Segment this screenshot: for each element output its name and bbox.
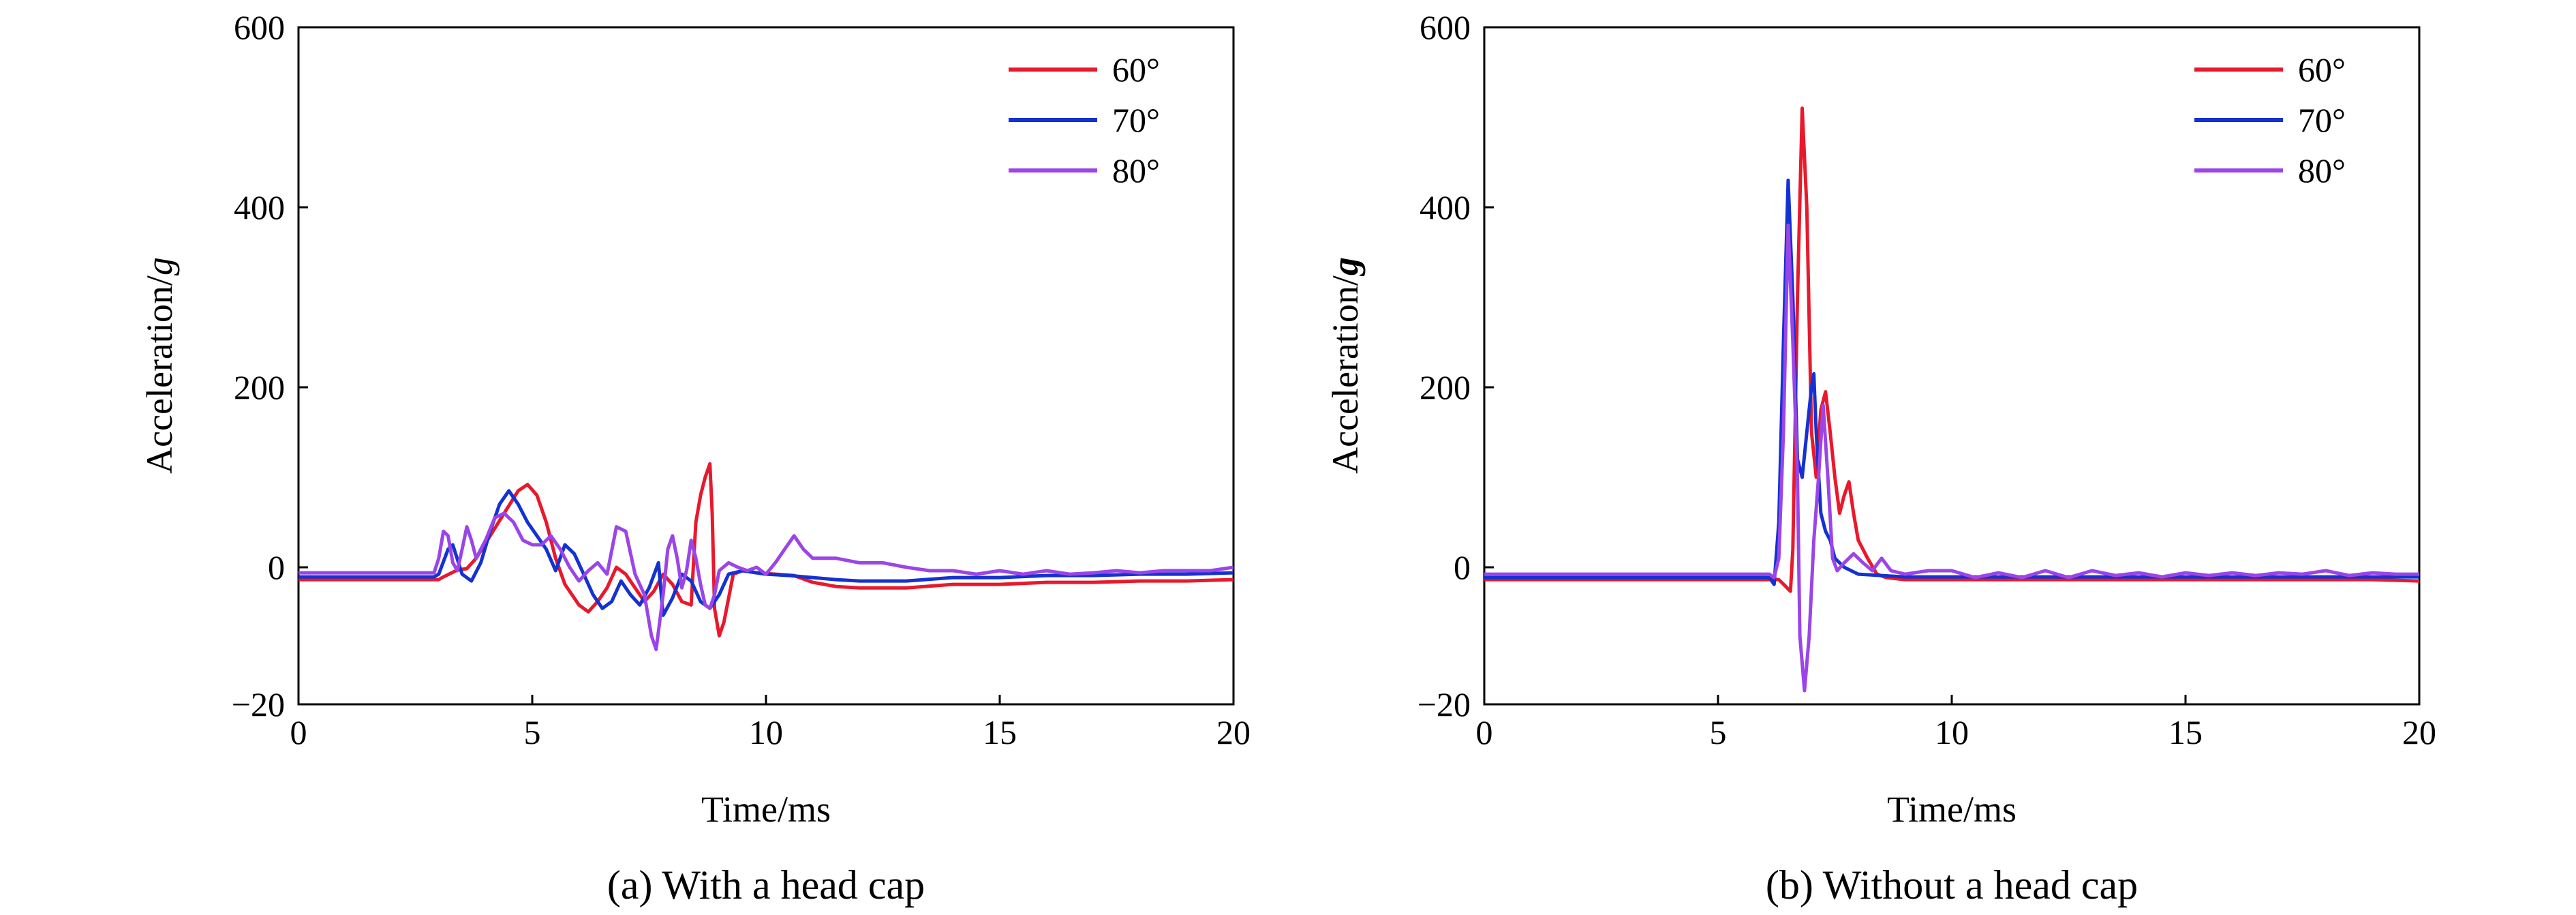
plot-frame — [297, 26, 1235, 706]
x-tick-label: 5 — [524, 713, 541, 751]
series-line — [1484, 178, 2419, 586]
x-tick-label: 0 — [290, 713, 307, 751]
x-axis-label: Time/ms — [701, 789, 831, 830]
series-line — [298, 511, 1234, 652]
y-axis-label: Acceleration/g — [1325, 257, 1366, 474]
legend-label: 70° — [1112, 101, 1160, 139]
y-tick-label: 0 — [1454, 548, 1471, 586]
legend-label: 60° — [2298, 50, 2346, 89]
series-line — [1484, 106, 2420, 593]
x-tick-label: 5 — [1710, 713, 1727, 751]
plot-frame — [1483, 26, 2421, 706]
y-axis-label: Acceleration/g — [139, 257, 180, 474]
legend-label: 80° — [2298, 151, 2346, 190]
y-tick-label: 600 — [234, 8, 285, 46]
y-tick-label: 400 — [234, 188, 285, 226]
panel-caption: (a) With a head cap — [607, 862, 925, 907]
x-axis-ticks: 0 5 10 15 20 — [1476, 695, 2436, 751]
legend: 60° 70° 80° — [1009, 50, 1160, 190]
panel-caption: (b) Without a head cap — [1766, 862, 2138, 907]
series-line — [298, 462, 1234, 638]
x-tick-label: 15 — [983, 713, 1017, 751]
x-tick-label: 10 — [1935, 713, 1969, 751]
legend-label: 60° — [1112, 50, 1160, 89]
y-tick-label: 600 — [1420, 8, 1471, 46]
y-tick-label: −20 — [1417, 685, 1471, 723]
x-tick-label: 20 — [2402, 713, 2436, 751]
y-tick-label: −20 — [232, 685, 285, 723]
x-axis-ticks: 0 5 10 15 20 — [290, 695, 1251, 751]
series-lines — [298, 462, 1234, 652]
legend-label: 70° — [2298, 101, 2346, 139]
x-tick-label: 15 — [2168, 713, 2203, 751]
x-tick-label: 20 — [1216, 713, 1251, 751]
y-tick-label: 200 — [1420, 368, 1471, 406]
y-axis-ticks: 600 400 200 0 −20 — [1417, 8, 1494, 723]
x-axis-label: Time/ms — [1887, 789, 2017, 830]
y-tick-label: 200 — [234, 368, 285, 406]
legend-label: 80° — [1112, 151, 1160, 190]
legend: 60° 70° 80° — [2194, 50, 2346, 190]
y-tick-label: 0 — [268, 548, 285, 586]
y-axis-ticks: 600 400 200 0 −20 — [232, 8, 308, 723]
series-lines — [1484, 106, 2420, 693]
y-tick-label: 400 — [1420, 188, 1471, 226]
x-tick-label: 0 — [1476, 713, 1493, 751]
series-line — [1484, 223, 2419, 693]
x-tick-label: 10 — [749, 713, 783, 751]
